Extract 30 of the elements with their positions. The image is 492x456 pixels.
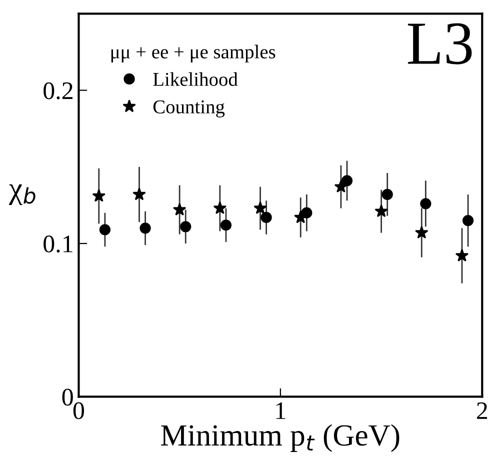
point <box>420 198 432 210</box>
y-axis-title: χ$_{b}$ <box>8 184 36 205</box>
point <box>382 188 393 200</box>
x-tick-label: 2 <box>477 402 488 419</box>
point <box>341 175 353 186</box>
point <box>99 224 110 236</box>
x-axis-title: Minimum p$_{t}$ (GeV) <box>161 424 400 452</box>
point <box>374 204 388 218</box>
x-tick-label: 1 <box>276 402 286 419</box>
point <box>260 212 272 224</box>
point <box>180 221 192 232</box>
y-tick-label: 0.1 <box>44 236 72 253</box>
point <box>220 220 232 231</box>
y-tick-label: 0 <box>62 388 73 406</box>
point <box>213 201 227 214</box>
point <box>132 188 146 200</box>
point <box>334 180 348 193</box>
point <box>172 202 186 216</box>
x-tick-label: 0 <box>73 402 84 420</box>
point <box>254 201 267 214</box>
legend-label: Likelihood <box>153 72 238 86</box>
point <box>92 189 106 202</box>
point <box>415 226 428 239</box>
annotation: L3 <box>408 23 472 64</box>
point <box>455 248 469 262</box>
point <box>462 214 474 226</box>
point <box>140 222 151 234</box>
legend-title: μμ + ee + μe samples <box>111 44 276 62</box>
y-tick-label: 0.2 <box>44 82 72 100</box>
legend-label: Counting <box>153 100 225 118</box>
